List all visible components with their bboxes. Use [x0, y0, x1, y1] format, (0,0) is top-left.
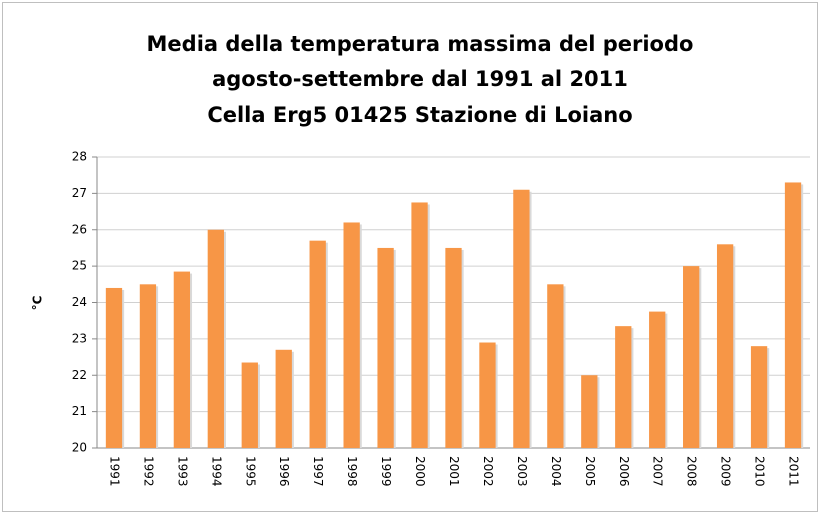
y-tick-label: 24 — [72, 295, 87, 309]
x-tick-label: 1997 — [311, 456, 325, 487]
x-tick-label: 2007 — [651, 456, 665, 487]
x-tick-label: 2010 — [753, 456, 767, 487]
bar — [513, 189, 530, 449]
x-tick-label: 1993 — [175, 456, 189, 487]
x-tick-label: 1991 — [107, 456, 121, 487]
bar — [683, 266, 700, 448]
x-tick-label: 1992 — [141, 456, 155, 487]
y-tick-label: 23 — [72, 331, 87, 345]
bar — [649, 311, 666, 448]
chart-border — [2, 2, 818, 512]
x-tick-label: 1999 — [379, 456, 393, 487]
chart-title: Media della temperatura massima del peri… — [147, 32, 694, 56]
y-tick-label: 28 — [72, 150, 87, 164]
bar — [309, 240, 326, 448]
x-tick-label: 2011 — [787, 456, 801, 487]
x-tick-label: 2005 — [583, 456, 597, 487]
bar — [377, 247, 394, 448]
x-tick-label: 2004 — [549, 456, 563, 487]
x-tick-label: 2000 — [413, 456, 427, 487]
bar — [784, 182, 802, 448]
y-tick-label: 25 — [72, 259, 87, 273]
x-tick-label: 2009 — [719, 456, 733, 487]
bar — [479, 342, 496, 448]
bar — [207, 229, 224, 448]
x-tick-label: 1994 — [209, 456, 223, 487]
x-tick-label: 1996 — [277, 456, 291, 487]
x-tick-label: 2002 — [481, 456, 495, 487]
chart-title: agosto-settembre dal 1991 al 2011 — [212, 67, 628, 91]
x-tick-label: 2008 — [685, 456, 699, 487]
bar — [105, 287, 123, 448]
x-tick-label: 2001 — [447, 456, 461, 487]
bar — [343, 222, 360, 448]
bar — [241, 362, 258, 448]
y-tick-label: 20 — [72, 441, 87, 455]
bar — [615, 326, 632, 448]
bar — [750, 346, 768, 448]
bar — [411, 202, 428, 448]
chart-title: Cella Erg5 01425 Stazione di Loiano — [207, 103, 632, 127]
y-tick-label: 21 — [72, 404, 87, 418]
x-tick-label: 1998 — [345, 456, 359, 487]
bar — [275, 349, 292, 448]
y-tick-label: 22 — [72, 368, 87, 382]
bar — [445, 247, 462, 448]
bar — [547, 284, 564, 448]
bar — [173, 271, 191, 448]
x-tick-label: 2006 — [617, 456, 631, 487]
bar — [716, 244, 734, 448]
x-tick-label: 2003 — [515, 456, 529, 487]
y-axis-label: °C — [31, 295, 45, 310]
bar — [139, 284, 157, 448]
x-tick-label: 1995 — [243, 456, 257, 487]
y-tick-label: 26 — [72, 222, 87, 236]
bar — [581, 375, 598, 448]
y-tick-label: 27 — [72, 186, 87, 200]
